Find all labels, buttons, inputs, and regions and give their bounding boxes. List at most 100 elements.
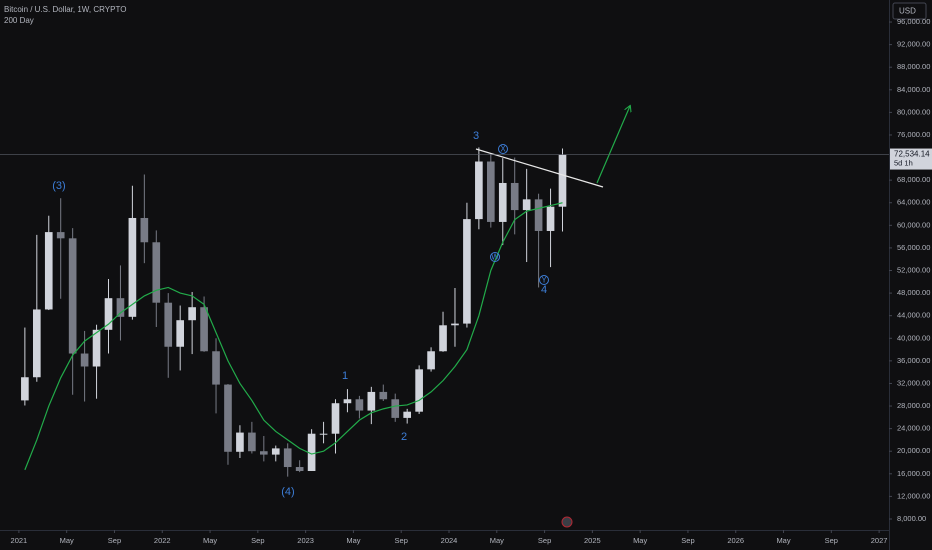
- candle-body: [463, 219, 471, 324]
- candle-body: [128, 217, 137, 317]
- y-tick-label: 28,000.00: [897, 401, 930, 410]
- candle-body: [403, 411, 412, 418]
- candle-body: [391, 399, 400, 418]
- x-tick-label: 2026: [727, 536, 744, 545]
- wave-label: (4): [281, 486, 294, 498]
- candle-body: [534, 199, 543, 231]
- last-price-label: 72,534.14: [894, 150, 930, 159]
- y-tick-label: 52,000.00: [897, 265, 930, 274]
- x-tick-label: Sep: [108, 536, 121, 545]
- candle-body: [522, 199, 531, 211]
- candle-body: [164, 302, 173, 347]
- x-tick-label: May: [633, 536, 647, 545]
- candle-body: [415, 369, 423, 412]
- wave-label: 3: [473, 130, 479, 142]
- candle-body: [104, 298, 113, 330]
- candle-body: [475, 161, 483, 220]
- x-tick-label: May: [490, 536, 504, 545]
- wave-label: (3): [52, 180, 65, 192]
- candle-body: [427, 351, 435, 370]
- candle-body: [212, 351, 220, 385]
- candle-body: [355, 399, 364, 411]
- x-tick-label: 2025: [584, 536, 601, 545]
- x-tick-label: May: [346, 536, 360, 545]
- x-tick-label: May: [776, 536, 790, 545]
- candle-body: [152, 242, 161, 303]
- candle-body: [510, 182, 519, 211]
- y-tick-label: 48,000.00: [897, 288, 930, 297]
- candle-body: [367, 391, 376, 411]
- y-tick-label: 64,000.00: [897, 198, 930, 207]
- y-tick-label: 92,000.00: [897, 40, 930, 49]
- y-tick-label: 68,000.00: [897, 175, 930, 184]
- x-tick-label: Sep: [395, 536, 408, 545]
- currency-label[interactable]: USD: [899, 7, 916, 16]
- x-tick-label: May: [60, 536, 74, 545]
- wave-circle: [498, 144, 508, 154]
- candle-body: [295, 467, 304, 471]
- currency-button[interactable]: [892, 2, 927, 20]
- wave-label: 2: [401, 431, 407, 443]
- wave-label: Y: [541, 276, 547, 285]
- candle-body: [92, 329, 101, 367]
- x-tick-label: Sep: [681, 536, 694, 545]
- candle-body: [486, 161, 495, 222]
- wave-label: 4: [541, 284, 547, 296]
- candle-body: [546, 206, 555, 231]
- wave-label: 1: [342, 370, 348, 382]
- last-price-box: [890, 148, 932, 170]
- candle-body: [200, 307, 208, 352]
- candle-body: [68, 238, 77, 354]
- candle-body: [44, 232, 53, 310]
- candle-body: [259, 451, 268, 455]
- events-icon[interactable]: [561, 516, 573, 528]
- y-tick-label: 84,000.00: [897, 85, 930, 94]
- y-tick-label: 44,000.00: [897, 311, 930, 320]
- x-tick-label: 2021: [11, 536, 28, 545]
- candle-body: [331, 403, 340, 434]
- x-tick-label: 2023: [297, 536, 314, 545]
- candle-body: [439, 325, 447, 352]
- candle-body: [379, 391, 388, 400]
- candle-body: [236, 432, 244, 452]
- candle-body: [32, 309, 41, 378]
- candle-body: [271, 448, 280, 455]
- wave-label: X: [500, 145, 506, 154]
- x-tick-label: Sep: [251, 536, 264, 545]
- candle-body: [248, 432, 256, 452]
- candle-body: [176, 320, 185, 347]
- x-tick-label: Sep: [538, 536, 551, 545]
- candle-body: [56, 232, 65, 239]
- candle-body: [80, 353, 89, 367]
- candle-body: [343, 399, 352, 404]
- x-tick-label: May: [203, 536, 217, 545]
- y-tick-label: 32,000.00: [897, 378, 930, 387]
- candle-body: [307, 433, 316, 471]
- moving-average: [24, 202, 563, 471]
- projection-arrow: [596, 106, 630, 184]
- y-tick-label: 24,000.00: [897, 424, 930, 433]
- y-tick-label: 12,000.00: [897, 491, 930, 500]
- candle-body: [558, 154, 567, 207]
- y-tick-label: 60,000.00: [897, 220, 930, 229]
- wave-label: W: [491, 253, 499, 262]
- plot-area: [21, 147, 567, 477]
- candle-body: [319, 433, 328, 435]
- x-tick-label: 2024: [441, 536, 458, 545]
- y-tick-label: 36,000.00: [897, 356, 930, 365]
- y-tick-label: 88,000.00: [897, 62, 930, 71]
- x-tick-label: Sep: [825, 536, 838, 545]
- y-tick-label: 76,000.00: [897, 130, 930, 139]
- wave-circle: [490, 252, 500, 262]
- chart-title: Bitcoin / U.S. Dollar, 1W, CRYPTO: [4, 5, 126, 14]
- candle-body: [498, 182, 507, 222]
- candle-body: [21, 377, 29, 401]
- trendline: [475, 148, 604, 188]
- wave-circle: [539, 275, 549, 285]
- x-tick-label: 2022: [154, 536, 171, 545]
- candle-body: [140, 217, 149, 243]
- candle-body: [283, 448, 292, 468]
- y-tick-label: 20,000.00: [897, 446, 930, 455]
